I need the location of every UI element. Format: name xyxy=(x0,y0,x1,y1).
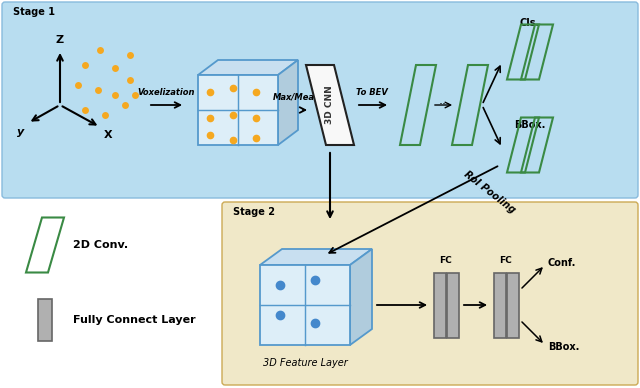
FancyBboxPatch shape xyxy=(222,202,638,385)
FancyBboxPatch shape xyxy=(2,2,638,198)
Polygon shape xyxy=(260,249,372,265)
Text: Z: Z xyxy=(56,35,64,45)
Bar xyxy=(494,272,506,338)
Text: Voxelization: Voxelization xyxy=(137,88,195,97)
Polygon shape xyxy=(260,265,350,345)
Bar xyxy=(434,272,446,338)
Text: Conf.: Conf. xyxy=(548,258,577,268)
Polygon shape xyxy=(306,65,354,145)
Polygon shape xyxy=(198,75,278,145)
Text: ...: ... xyxy=(439,95,451,107)
Text: Stage 1: Stage 1 xyxy=(13,7,55,17)
Text: 3D Feature Layer: 3D Feature Layer xyxy=(262,358,348,368)
Text: To BEV: To BEV xyxy=(356,88,388,97)
Text: BBox.: BBox. xyxy=(515,120,546,130)
Text: BBox.: BBox. xyxy=(548,342,579,352)
Polygon shape xyxy=(198,60,298,75)
Text: X: X xyxy=(104,130,113,140)
Bar xyxy=(447,272,459,338)
Bar xyxy=(507,272,519,338)
Polygon shape xyxy=(350,249,372,345)
Text: FC: FC xyxy=(500,256,513,265)
Bar xyxy=(38,299,52,341)
Text: Cls.: Cls. xyxy=(520,18,540,28)
Text: y: y xyxy=(17,127,24,137)
Text: 3D CNN: 3D CNN xyxy=(326,86,335,125)
Text: RoI Pooling: RoI Pooling xyxy=(463,169,518,215)
Text: FC: FC xyxy=(440,256,452,265)
Polygon shape xyxy=(278,60,298,145)
Text: Stage 2: Stage 2 xyxy=(233,207,275,217)
Text: Fully Connect Layer: Fully Connect Layer xyxy=(73,315,196,325)
Text: 2D Conv.: 2D Conv. xyxy=(73,240,128,250)
Text: Max/Mean: Max/Mean xyxy=(273,93,321,102)
